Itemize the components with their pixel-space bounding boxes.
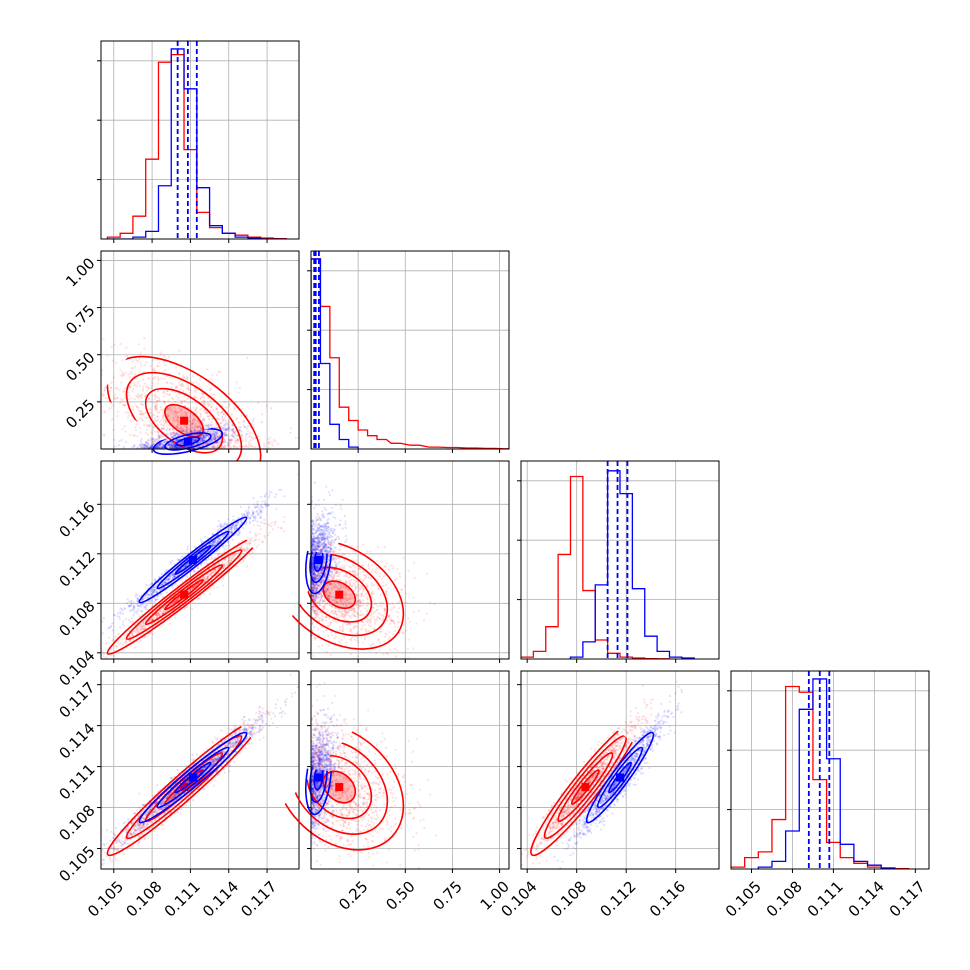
contour-peak	[314, 556, 323, 564]
scatter-panel-5: 0.104 0.108 0.112 0.116	[498, 670, 720, 921]
panel-border	[520, 670, 720, 870]
contour-level	[156, 746, 230, 809]
histogram-panel-0-background	[101, 41, 299, 239]
contour-peak	[180, 416, 189, 425]
contour-level	[280, 539, 405, 650]
contour-level	[164, 432, 212, 451]
y-tick-label: 0.105	[55, 842, 98, 885]
y-tick-label: 0.117	[55, 678, 98, 721]
scatter-panel-4-background	[311, 671, 509, 869]
panel-border	[100, 40, 300, 240]
x-tick-label: 0.50	[382, 877, 418, 913]
panel-border	[100, 670, 300, 870]
histogram-series-b	[311, 258, 359, 449]
histogram-panel-1	[307, 250, 510, 453]
x-tick-label: 0.117	[886, 877, 929, 920]
contour-peak	[188, 556, 197, 564]
x-tick-label: 0.105	[722, 877, 765, 920]
scatter-panel-3: 0.1050.1080.1110.1140.1170.1050.1080.111…	[55, 670, 300, 921]
scatter-panel-1: 0.104 0.108 0.112 0.116	[55, 460, 300, 690]
y-tick-label: 0.75	[62, 301, 98, 337]
scatter-panel-4: 0.25 0.50 0.75 1.00	[274, 670, 513, 914]
contour-peak	[183, 437, 192, 446]
x-tick-label: 0.117	[237, 877, 280, 920]
y-tick-label: 0.111	[55, 760, 98, 803]
panel-border	[730, 670, 930, 870]
histogram-panel-1-background	[311, 251, 509, 449]
panel-border	[310, 670, 510, 870]
x-tick-label: 0.112	[597, 877, 640, 920]
contour-level	[585, 731, 655, 824]
y-tick-label: 0.25	[62, 396, 98, 432]
contour-level	[138, 516, 248, 604]
contour-level	[144, 387, 224, 454]
scatter-panel-2-background	[311, 461, 509, 659]
contour-level	[125, 549, 243, 641]
y-tick-label: 0.108	[55, 801, 98, 844]
x-tick-label: 0.111	[804, 877, 847, 920]
histogram-series-a	[311, 258, 509, 449]
contour-peak	[188, 773, 197, 782]
y-tick-label: 0.116	[55, 498, 98, 541]
histogram-panel-2	[517, 460, 720, 663]
histogram-series-b	[569, 470, 695, 659]
contour-peak	[335, 590, 344, 599]
histogram-series-b	[757, 678, 896, 869]
contour-level	[596, 746, 644, 809]
contour-level	[305, 759, 333, 816]
contour-peak	[335, 783, 344, 792]
x-tick-label: 0.116	[646, 877, 689, 920]
x-tick-label: 0.114	[199, 877, 242, 920]
panel-border	[100, 460, 300, 660]
x-tick-label: 0.111	[161, 877, 204, 920]
contour-peak	[581, 783, 590, 792]
scatter-points-series-b	[311, 694, 346, 863]
scatter-panel-5-background	[521, 671, 719, 869]
x-tick-label: 0.108	[547, 877, 590, 920]
contour-level	[305, 539, 333, 595]
x-tick-label: 0.114	[845, 877, 888, 920]
scatter-panel-2	[280, 460, 510, 663]
x-tick-label: 0.105	[84, 877, 127, 920]
y-tick-label: 0.50	[62, 349, 98, 385]
contour-peak	[314, 773, 323, 782]
y-tick-label: 1.00	[62, 254, 98, 290]
y-tick-label: 0.114	[55, 719, 98, 762]
contour-level	[138, 731, 248, 824]
y-tick-label: 0.104	[55, 647, 98, 690]
histogram-panel-0	[97, 40, 300, 243]
scatter-panel-0: 0.25 0.50 0.75 1.00	[62, 250, 300, 486]
scatter-points-series-a	[101, 336, 299, 449]
x-tick-label: 0.75	[430, 877, 466, 913]
x-tick-label: 0.108	[763, 877, 806, 920]
contour-peak	[616, 773, 624, 782]
x-tick-label: 0.108	[122, 877, 165, 920]
panel-border	[310, 460, 510, 660]
y-tick-label: 0.112	[55, 548, 98, 591]
panel-border	[520, 460, 720, 660]
panel-border	[100, 250, 300, 450]
contour-peak	[180, 590, 189, 599]
contour-level	[557, 752, 614, 823]
x-tick-label: 0.25	[335, 877, 371, 913]
y-tick-label: 0.108	[55, 597, 98, 640]
panel-border	[310, 250, 510, 450]
